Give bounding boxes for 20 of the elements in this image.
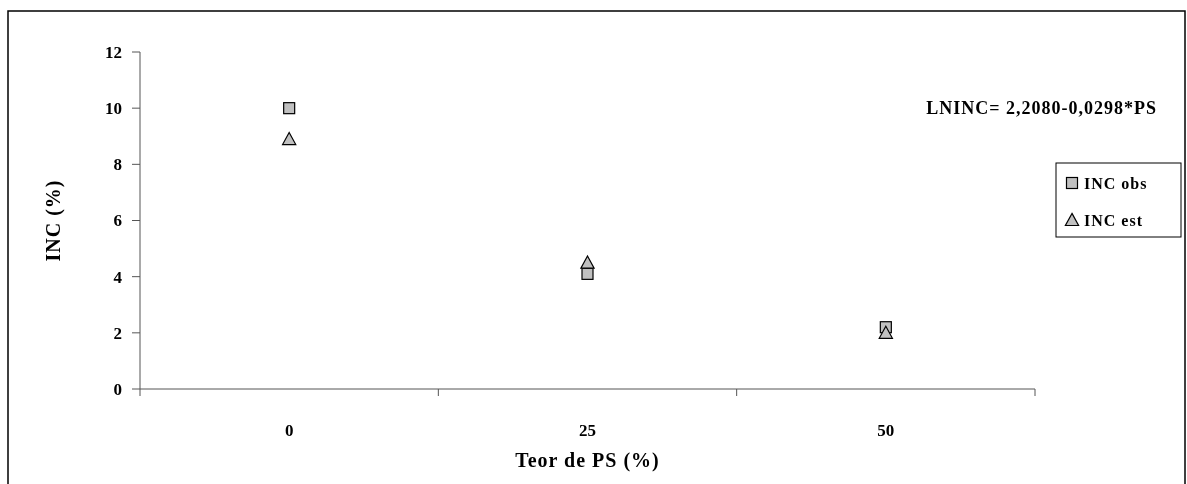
y-axis-title: INC (%) bbox=[42, 179, 65, 262]
y-tick-label: 10 bbox=[105, 99, 122, 119]
point bbox=[281, 131, 297, 146]
x-tick-label: 0 bbox=[284, 421, 294, 440]
x-axis-title: Teor de PS (%) bbox=[515, 449, 660, 472]
y-tick-label: 0 bbox=[113, 379, 122, 399]
x-tick-label: 50 bbox=[877, 421, 895, 440]
annotation: LNINC= 2,2080-0,0298*PS bbox=[926, 98, 1157, 118]
y-tick-label: 2 bbox=[113, 323, 122, 343]
y-tick-label: 6 bbox=[113, 211, 122, 231]
y-tick-label: 4 bbox=[113, 267, 123, 287]
point bbox=[878, 325, 894, 339]
y-tick-label: 12 bbox=[105, 42, 122, 62]
x-tick-label: 25 bbox=[579, 421, 596, 440]
point bbox=[580, 255, 595, 269]
point bbox=[581, 267, 594, 280]
legend-label: INC obs bbox=[1084, 174, 1148, 192]
legend-label: INC est bbox=[1084, 211, 1143, 229]
y-tick-label: 8 bbox=[113, 155, 122, 175]
point bbox=[283, 102, 296, 115]
